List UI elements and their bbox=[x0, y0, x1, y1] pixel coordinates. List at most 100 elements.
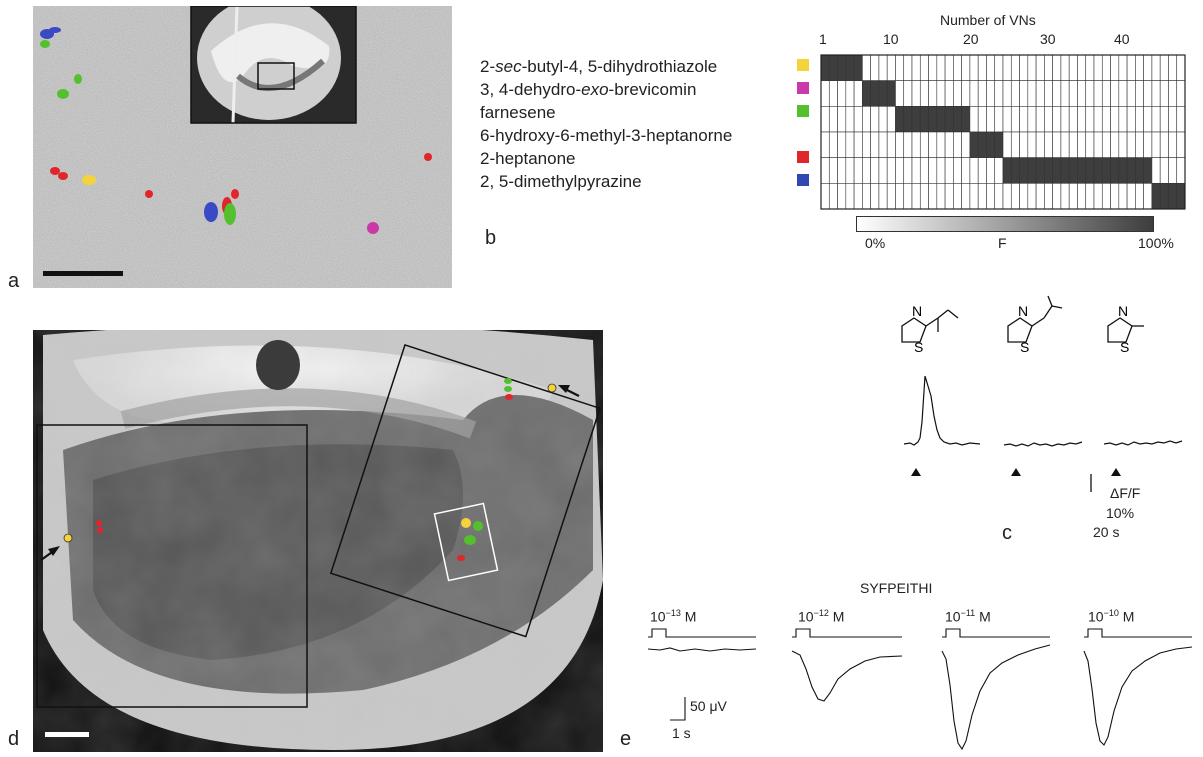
grid-cell-responding bbox=[1068, 157, 1078, 184]
grid-cell bbox=[1110, 80, 1120, 107]
grid-cell bbox=[953, 54, 962, 81]
grid-cell-responding bbox=[1168, 183, 1178, 210]
sulfur-atom: S bbox=[914, 339, 923, 355]
grid-cell-responding bbox=[1010, 157, 1020, 184]
grid-cell bbox=[828, 80, 838, 107]
grid-cell bbox=[986, 183, 996, 210]
grid-cell-responding bbox=[837, 54, 847, 81]
grid-cell bbox=[1068, 106, 1078, 133]
panel-c-structures-and-traces: N S N S N S bbox=[901, 295, 1183, 492]
grid-cell bbox=[969, 80, 979, 107]
grid-cell bbox=[820, 131, 830, 158]
grid-cell bbox=[936, 80, 946, 107]
grid-cell bbox=[1151, 106, 1161, 133]
grid-cell bbox=[1135, 183, 1144, 210]
grid-cell bbox=[961, 54, 971, 81]
grid-cell-responding bbox=[986, 131, 996, 158]
grid-cell bbox=[936, 183, 946, 210]
grid-cell bbox=[1151, 131, 1161, 158]
panel-d-cells bbox=[63, 378, 557, 561]
grid-cell bbox=[977, 157, 987, 184]
grid-cell bbox=[845, 131, 855, 158]
grid-cell bbox=[961, 157, 971, 184]
grid-cell bbox=[853, 183, 863, 210]
grid-cell bbox=[1002, 54, 1012, 81]
grid-cell bbox=[1077, 131, 1087, 158]
grid-cell bbox=[1019, 183, 1029, 210]
grid-cell-responding bbox=[886, 80, 896, 107]
grid-cell bbox=[1168, 131, 1178, 158]
color-swatch bbox=[797, 105, 809, 117]
grid-cell bbox=[928, 54, 938, 81]
grid-cell bbox=[1060, 183, 1070, 210]
grid-cell bbox=[1077, 106, 1087, 133]
grid-cell bbox=[1151, 80, 1161, 107]
concentration-label: 10−11 M bbox=[945, 608, 991, 625]
concentration-label: 10−10 M bbox=[1088, 608, 1135, 625]
grid-cell bbox=[1176, 80, 1186, 107]
grid-cell-responding bbox=[1151, 183, 1161, 210]
grid-cell bbox=[1118, 54, 1128, 81]
grid-border bbox=[820, 54, 1186, 210]
grid-cell bbox=[977, 54, 987, 81]
grid-tick-label: 10 bbox=[883, 31, 899, 47]
grid-tick-label: 1 bbox=[819, 31, 827, 47]
grid-cell bbox=[1010, 80, 1020, 107]
grid-cell bbox=[1118, 131, 1128, 158]
grid-cell bbox=[1151, 157, 1161, 184]
grid-cell bbox=[870, 131, 880, 158]
grid-cell bbox=[1143, 183, 1153, 210]
grid-cell bbox=[1019, 131, 1029, 158]
grid-cell bbox=[1110, 131, 1120, 158]
grid-cell bbox=[1085, 54, 1095, 81]
arrow-icon bbox=[558, 385, 580, 397]
odorant-row: 2-sec-butyl-4, 5-dihydrothiazole bbox=[480, 57, 718, 76]
grid-cell bbox=[1168, 106, 1178, 133]
grid-cell bbox=[1118, 106, 1128, 133]
grid-cell-responding bbox=[1110, 157, 1120, 184]
roi-left-box bbox=[36, 424, 308, 708]
grid-cell-responding bbox=[961, 106, 971, 133]
colorbar bbox=[856, 216, 1154, 232]
grid-cell bbox=[953, 80, 962, 107]
grid-cell-responding bbox=[895, 106, 905, 133]
grid-cell bbox=[994, 157, 1004, 184]
grid-cell bbox=[1110, 54, 1120, 81]
grid-cell bbox=[969, 157, 979, 184]
grid-cell bbox=[1085, 106, 1095, 133]
grid-cell bbox=[878, 106, 888, 133]
grid-cell bbox=[1077, 54, 1087, 81]
grid-cell-responding bbox=[1126, 157, 1136, 184]
sulfur-atom: S bbox=[1120, 339, 1129, 355]
grid-cell bbox=[1044, 131, 1053, 158]
voltage-trace-1 bbox=[647, 647, 757, 652]
grid-cell bbox=[1035, 80, 1045, 107]
grid-cell bbox=[1126, 183, 1136, 210]
grid-cell bbox=[1068, 80, 1078, 107]
grid-cell bbox=[853, 80, 863, 107]
grid-cell bbox=[1035, 183, 1045, 210]
grid-cell bbox=[944, 157, 954, 184]
grid-cell bbox=[1093, 183, 1103, 210]
grid-cell-responding bbox=[870, 80, 880, 107]
grid-cell bbox=[853, 106, 863, 133]
thiazoline-structure-2 bbox=[1007, 295, 1063, 343]
grid-cell bbox=[1019, 106, 1029, 133]
grid-cell-responding bbox=[828, 54, 838, 81]
grid-cell-responding bbox=[1143, 157, 1153, 184]
grid-cell bbox=[986, 157, 996, 184]
grid-cell bbox=[1044, 54, 1053, 81]
grid-cell-responding bbox=[1176, 183, 1186, 210]
grid-cell bbox=[886, 157, 896, 184]
color-swatch bbox=[797, 174, 809, 186]
roi-rotated-box bbox=[329, 344, 601, 638]
grid-cell bbox=[977, 183, 987, 210]
grid-cell bbox=[886, 131, 896, 158]
panel-b-label: b bbox=[485, 227, 497, 249]
grid-cell bbox=[1060, 80, 1070, 107]
grid-cell bbox=[961, 80, 971, 107]
grid-cell bbox=[1002, 80, 1012, 107]
grid-cell bbox=[878, 131, 888, 158]
grid-cell bbox=[845, 106, 855, 133]
grid-cell bbox=[1052, 183, 1062, 210]
